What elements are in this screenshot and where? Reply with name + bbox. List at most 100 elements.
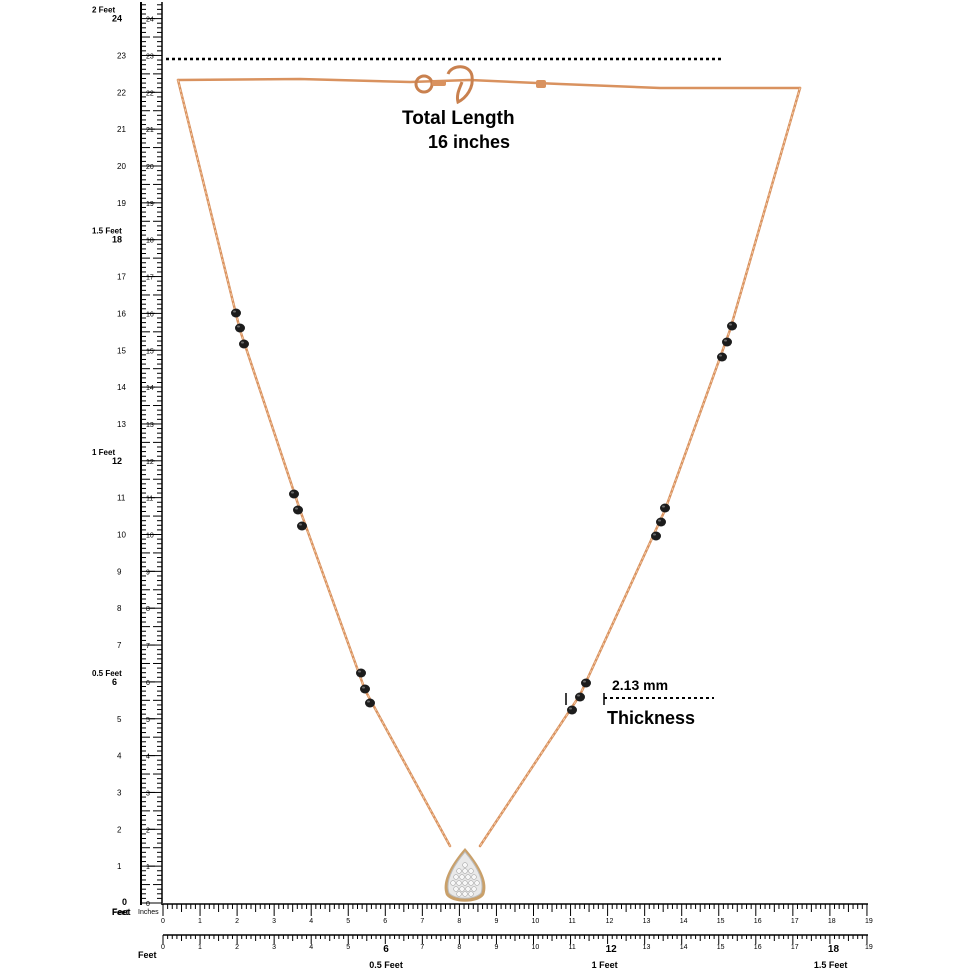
bottom-ruler-inch-label: 0 [161,944,165,951]
vertical-ruler-outer-inch-label: 10 [117,531,126,540]
pendant-stone [474,880,480,886]
vertical-ruler-feet-label: 1.5 Feet [92,227,122,236]
black-bead [656,517,666,527]
chain-right-highlight [479,87,801,847]
vertical-ruler-outer-inch-label: 5 [117,715,122,724]
bead-shine [237,325,240,328]
vertical-ruler-inch-label: 17 [146,275,154,282]
vertical-ruler-outer-inch-label: 1 [117,862,122,871]
vertical-ruler-inch-label: 16 [146,311,154,318]
black-bead [722,337,732,347]
bottom-ruler-inch-label: 19 [865,944,873,951]
thickness-measurement: 2.13 mm [612,677,669,693]
black-bead [356,668,366,678]
bottom-ruler-feet-label: 1.5 Feet [814,960,848,970]
bead-shine [724,339,727,342]
horizontal-ruler-inch-label: 6 [383,918,387,925]
vertical-ruler-feet-label: 2 Feet [92,6,115,15]
black-bead [581,678,591,688]
vertical-ruler-outer-inch-label: 8 [117,604,122,613]
horizontal-ruler-inch-label: 16 [754,918,762,925]
horizontal-ruler-inch-label: 13 [643,918,651,925]
bead-shine [295,507,298,510]
horizontal-ruler-inch-label: 9 [494,918,498,925]
vertical-ruler-outer-inch-label: 17 [117,273,126,282]
pendant-stone [468,868,474,874]
vertical-ruler-inch-label: 24 [146,17,154,24]
vertical-ruler-feet-label: 1 Feet [92,448,115,457]
black-bead [235,323,245,333]
vertical-ruler-inch-label: 5 [146,717,150,724]
vertical-ruler-inch-label: 4 [146,754,150,761]
necklace-chain [176,77,802,848]
bottom-ruler-inch-label: 10 [532,944,540,951]
vertical-ruler-inch-label: 21 [146,127,154,134]
bead-shine [658,519,661,522]
bead-shine [719,354,722,357]
bead-shine [367,700,370,703]
bead-shine [653,533,656,536]
black-bead [651,531,661,541]
vertical-ruler-outer-inch-label: 15 [117,346,126,355]
bottom-ruler-feet-label: 1 Feet [592,960,618,970]
bottom-ruler-inch-label: 16 [754,944,762,951]
pendant-stone [468,891,474,897]
horizontal-ruler-inch-label: 2 [235,918,239,925]
pendant-stone [453,886,459,892]
black-bead [575,692,585,702]
horizontal-ruler-inch-label: 7 [420,918,424,925]
black-bead [660,503,670,513]
vertical-ruler-inch-label: 14 [146,385,154,392]
pendant-diamonds [450,862,480,897]
black-bead [293,505,303,515]
black-bead [239,339,249,349]
black-bead [717,352,727,362]
pendant-stone [450,880,456,886]
bead-shine [362,686,365,689]
vertical-ruler-feet-label: 24 [112,14,122,24]
horizontal-ruler-inch-label: 14 [680,918,688,925]
black-bead [297,521,307,531]
horizontal-ruler-inch-label: 19 [865,918,873,925]
bottom-ruler-inch-label: 11 [569,944,576,951]
thickness-indicator [565,693,714,705]
pendant-stone [465,874,471,880]
vertical-ruler-outer-inch-label: 11 [117,494,126,503]
vertical-ruler-inch-label: 20 [146,164,154,171]
horizontal-ruler-inch-label: 10 [532,918,540,925]
pendant-stone [453,874,459,880]
vertical-ruler-outer-inch-label: 21 [117,125,126,134]
vertical-inch-ruler: 0123456789101112131415161718192021222324… [92,2,163,917]
vertical-ruler-outer-inch-label: 20 [117,162,126,171]
vertical-ruler-feet-label: 12 [112,456,122,466]
vertical-ruler-outer-inch-label: 2 [117,825,122,834]
horizontal-ruler-inch-label: 0 [161,918,165,925]
black-bead [360,684,370,694]
black-bead [231,308,241,318]
horizontal-ruler-inch-label: 8 [457,918,461,925]
thickness-label: Thickness [607,708,696,728]
vertical-ruler-inch-label: 8 [146,606,150,613]
chain-left-highlight [177,79,451,847]
vertical-ruler-inch-label: 13 [146,422,154,429]
vertical-ruler-outer-inch-label: 4 [117,752,122,761]
bottom-ruler-inch-label: 12 [606,944,618,955]
vertical-ruler-inch-label: 1 [146,864,150,871]
pendant-stone [456,880,462,886]
pendant-stone [462,880,468,886]
bottom-ruler-inch-label: 2 [235,944,239,951]
vertical-ruler-outer-inch-label: 23 [117,51,126,60]
pendant-stone [462,868,468,874]
vertical-ruler-inch-label: 3 [146,790,150,797]
bottom-ruler-inch-label: 13 [643,944,651,951]
bead-shine [583,680,586,683]
vertical-ruler-outer-inch-label: 7 [117,641,122,650]
vertical-ruler-inch-label: 9 [146,569,150,576]
vertical-ruler-inch-label: 15 [146,348,154,355]
bottom-ruler-inch-label: 8 [457,944,461,951]
horizontal-ruler-inch-label: 15 [717,918,725,925]
vertical-ruler-outer-inch-label: 9 [117,567,122,576]
lobster-clasp [414,65,546,105]
vertical-ruler-inch-label: 12 [146,459,154,466]
